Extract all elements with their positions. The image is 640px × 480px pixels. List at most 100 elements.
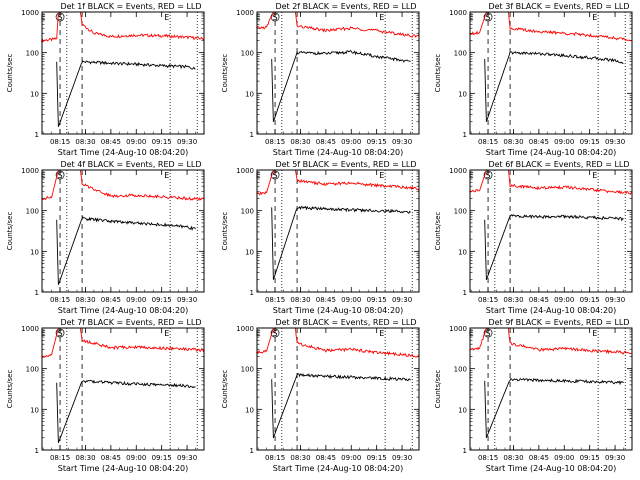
x-tick-label: 09:30 [605, 138, 625, 146]
x-tick-label: 09:30 [177, 454, 197, 462]
y-axis-label: Counts/sec [434, 54, 442, 93]
x-tick-label: 09:00 [126, 138, 146, 146]
y-tick-label: 10 [30, 248, 39, 256]
x-tick-label: 09:00 [341, 138, 361, 146]
marker-label: E [469, 171, 474, 180]
x-tick-label: 09:00 [126, 296, 146, 304]
y-tick-label: 100 [241, 366, 254, 374]
detector-panel-2: Det 2f BLACK = Events, RED = LLD Counts/s… [221, 2, 420, 157]
events-series-line [271, 50, 411, 122]
panel-title: Det 5f BLACK = Events, RED = LLD [275, 160, 416, 169]
x-tick-label: 08:30 [290, 296, 310, 304]
x-tick-label: 08:15 [478, 138, 498, 146]
x-tick-label: 09:30 [392, 296, 412, 304]
x-tick-label: 09:00 [126, 454, 146, 462]
marker-label: E [379, 171, 384, 180]
detector-panel-8: Det 8f BLACK = Events, RED = LLD Counts/s… [221, 318, 420, 473]
panel-title: Det 1f BLACK = Events, RED = LLD [60, 2, 201, 11]
y-axis-label: Counts/sec [6, 212, 14, 251]
y-axis-label: Counts/sec [434, 370, 442, 409]
marker-label: E [41, 13, 46, 22]
y-tick-label: 100 [26, 50, 39, 58]
panel-title: Det 9f BLACK = Events, RED = LLD [488, 318, 629, 327]
x-tick-label: 09:00 [341, 454, 361, 462]
x-tick-label: 08:15 [265, 138, 285, 146]
x-tick-label: 08:15 [478, 296, 498, 304]
events-series-line [484, 50, 624, 122]
y-axis-label: Counts/sec [6, 54, 14, 93]
x-tick-label: 08:15 [50, 138, 70, 146]
marker-label: S [486, 329, 491, 338]
detector-panel-3: Det 3f BLACK = Events, RED = LLD Counts/s… [434, 2, 633, 157]
marker-circle [483, 12, 493, 22]
lld-series-line [469, 327, 633, 355]
marker-circle [270, 170, 280, 180]
marker-label: E [41, 329, 46, 338]
x-tick-label: 09:15 [152, 296, 172, 304]
x-tick-label: 09:00 [554, 138, 574, 146]
y-tick-label: 10 [245, 248, 254, 256]
x-tick-label: 09:30 [177, 138, 197, 146]
x-tick-label: 08:45 [101, 138, 121, 146]
x-axis-label: Start Time (24-Aug-10 08:04:20) [273, 464, 404, 473]
x-tick-label: 09:15 [367, 454, 387, 462]
detector-panel-1: Det 1f BLACK = Events, RED = LLD Counts/s… [6, 2, 205, 157]
x-tick-label: 08:30 [503, 296, 523, 304]
lld-series-line [256, 169, 420, 196]
y-tick-label: 10 [30, 90, 39, 98]
x-tick-label: 09:15 [367, 138, 387, 146]
x-axis-label: Start Time (24-Aug-10 08:04:20) [273, 306, 404, 315]
plot-frame [256, 327, 420, 451]
marker-circle [55, 12, 65, 22]
detector-panel-4: Det 4f BLACK = Events, RED = LLD Counts/s… [6, 160, 205, 315]
x-tick-label: 08:15 [478, 454, 498, 462]
x-tick-label: 09:15 [580, 454, 600, 462]
marker-circle [483, 170, 493, 180]
y-tick-label: 10 [30, 406, 39, 414]
marker-label: E [41, 171, 46, 180]
x-tick-label: 09:30 [605, 454, 625, 462]
detector-panel-9: Det 9f BLACK = Events, RED = LLD Counts/s… [434, 318, 633, 473]
y-tick-label: 100 [454, 208, 467, 216]
x-tick-label: 08:30 [503, 138, 523, 146]
x-tick-label: 09:15 [580, 138, 600, 146]
x-tick-label: 08:15 [50, 296, 70, 304]
x-tick-label: 09:30 [177, 296, 197, 304]
x-tick-label: 09:15 [367, 296, 387, 304]
y-tick-label: 10 [245, 406, 254, 414]
x-tick-label: 09:00 [341, 296, 361, 304]
detector-panel-5: Det 5f BLACK = Events, RED = LLD Counts/s… [221, 160, 420, 315]
x-tick-label: 09:00 [554, 296, 574, 304]
y-tick-label: 100 [241, 50, 254, 58]
events-series-line [56, 60, 196, 127]
y-tick-label: 1000 [236, 9, 254, 17]
detector-panel-6: Det 6f BLACK = Events, RED = LLD Counts/s… [434, 160, 633, 315]
panel-title: Det 7f BLACK = Events, RED = LLD [60, 318, 201, 327]
lld-series-line [41, 169, 205, 202]
x-tick-label: 08:45 [316, 296, 336, 304]
marker-circle [270, 328, 280, 338]
panel-title: Det 3f BLACK = Events, RED = LLD [488, 2, 629, 11]
panel-title: Det 8f BLACK = Events, RED = LLD [275, 318, 416, 327]
y-tick-label: 100 [241, 208, 254, 216]
y-tick-label: 1 [463, 131, 467, 139]
x-tick-label: 08:45 [101, 454, 121, 462]
y-tick-label: 1 [35, 289, 39, 297]
x-tick-label: 08:45 [316, 138, 336, 146]
y-tick-label: 1 [250, 289, 254, 297]
detector-panel-7: Det 7f BLACK = Events, RED = LLD Counts/s… [6, 318, 205, 473]
x-tick-label: 08:15 [50, 454, 70, 462]
marker-label: E [592, 171, 597, 180]
y-axis-label: Counts/sec [221, 54, 229, 93]
lld-series-line [469, 169, 633, 196]
x-tick-label: 08:30 [290, 138, 310, 146]
marker-label: S [273, 329, 278, 338]
marker-label: E [379, 13, 384, 22]
plot-frame [256, 11, 420, 135]
panel-title: Det 2f BLACK = Events, RED = LLD [275, 2, 416, 11]
marker-label: S [273, 171, 278, 180]
plot-frame [41, 327, 205, 451]
events-series-line [484, 377, 624, 438]
x-tick-label: 08:45 [529, 296, 549, 304]
